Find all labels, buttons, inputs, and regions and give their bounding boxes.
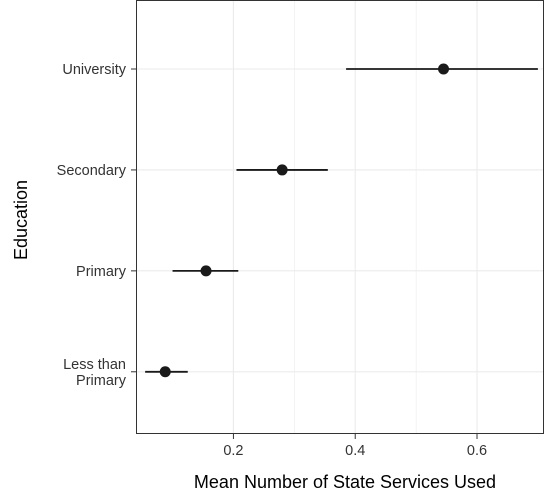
y-tick-label: Less than Primary [63, 357, 127, 389]
chart-marks [145, 63, 538, 378]
y-tick-label: Primary [76, 264, 127, 280]
mean-point [438, 63, 450, 75]
x-tick-label: 0.6 [467, 443, 487, 459]
axes: 0.2 0.4 0.6 University Secondary Primary Less … [57, 62, 487, 459]
mean-point [200, 265, 212, 277]
x-tick-label: 0.2 [223, 443, 243, 459]
x-axis-title: Mean Number of State Services Used [194, 472, 496, 492]
mean-point [159, 366, 171, 378]
y-tick-label: University [62, 62, 126, 78]
x-tick-label: 0.4 [345, 443, 365, 459]
grid-lines [136, 0, 544, 434]
panel-border [136, 0, 544, 434]
y-tick-label: Secondary [57, 163, 127, 179]
y-axis-title: Education [11, 180, 31, 260]
mean-point [276, 164, 288, 176]
